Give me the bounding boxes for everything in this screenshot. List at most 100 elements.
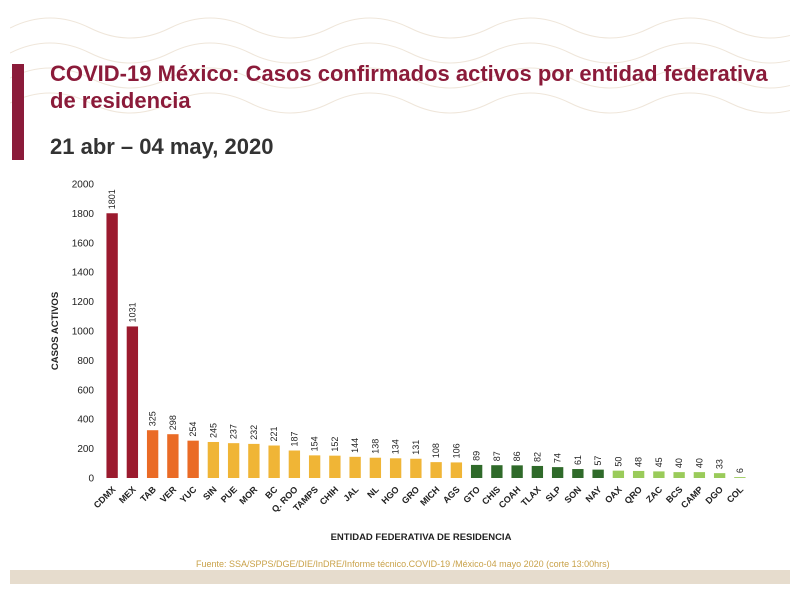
bar	[207, 441, 220, 478]
x-tick-label: ZAC	[644, 484, 665, 505]
bar	[693, 472, 706, 478]
bar	[167, 434, 179, 478]
bar	[349, 456, 361, 478]
data-label: 131	[411, 440, 421, 455]
data-label: 45	[654, 457, 664, 467]
y-tick-label: 800	[77, 356, 94, 367]
title-accent-bar	[12, 64, 24, 160]
data-label: 108	[431, 443, 441, 458]
x-tick-label: DGO	[703, 484, 725, 506]
x-tick-label: MICH	[418, 484, 441, 507]
bar	[632, 470, 645, 478]
y-tick-label: 600	[77, 385, 94, 396]
bar	[551, 467, 564, 478]
data-label: 106	[451, 443, 461, 458]
y-tick-label: 400	[77, 415, 94, 426]
x-tick-label: JAL	[341, 484, 360, 503]
x-tick-label: GTO	[461, 484, 482, 505]
x-tick-label: TAB	[138, 484, 158, 504]
y-tick-label: 1800	[72, 209, 95, 220]
bar	[227, 443, 240, 478]
data-label: 61	[573, 455, 583, 465]
bar	[592, 469, 604, 478]
data-label: 86	[512, 451, 522, 461]
bar	[673, 472, 685, 478]
bar	[126, 326, 139, 478]
data-label: 40	[674, 458, 684, 468]
x-tick-label: HGO	[379, 484, 401, 506]
x-tick-label: TLAX	[519, 484, 543, 508]
footer-band	[10, 570, 790, 584]
x-axis-title: ENTIDAD FEDERATIVA DE RESIDENCIA	[331, 532, 512, 543]
data-label: 57	[593, 456, 603, 466]
x-tick-label: BC	[263, 484, 280, 501]
x-tick-label: OAX	[603, 484, 624, 505]
bar	[389, 458, 402, 478]
slide: COVID-19 México: Casos confirmados activ…	[10, 8, 790, 584]
data-label: 134	[391, 439, 401, 454]
x-tick-label: VER	[158, 484, 179, 505]
bar	[734, 477, 746, 478]
y-tick-label: 1200	[72, 297, 95, 308]
x-tick-label: CDMX	[92, 484, 118, 510]
x-tick-label: QRO	[622, 484, 644, 506]
y-tick-label: 1400	[72, 268, 95, 279]
x-tick-label: NAY	[584, 484, 604, 504]
x-tick-label: CAMP	[679, 484, 705, 510]
page-title: COVID-19 México: Casos confirmados activ…	[50, 61, 768, 113]
data-label: 232	[249, 425, 259, 440]
bar	[612, 470, 625, 478]
x-tick-label: GRO	[400, 484, 422, 506]
data-label: 6	[735, 468, 745, 473]
data-label: 245	[208, 423, 218, 438]
data-label: 138	[370, 439, 380, 454]
date-range: 21 abr – 04 may, 2020	[50, 134, 274, 159]
bar	[653, 471, 665, 478]
x-tick-label: SON	[562, 484, 583, 505]
source-note: Fuente: SSA/SPPS/DGE/DIE/InDRE/Informe t…	[196, 559, 610, 569]
data-label: 152	[330, 437, 340, 452]
data-label: 154	[310, 436, 320, 451]
bar	[713, 473, 726, 478]
y-tick-label: 0	[88, 474, 94, 485]
data-label: 87	[492, 451, 502, 461]
x-tick-label: MEX	[117, 484, 138, 505]
bar	[288, 450, 301, 478]
bar	[187, 440, 199, 478]
x-tick-label: COL	[725, 484, 746, 505]
data-label: 40	[694, 458, 704, 468]
data-label: 254	[188, 422, 198, 437]
x-tick-label: CHIH	[318, 484, 341, 507]
x-tick-label: SIN	[201, 484, 219, 502]
data-label: 74	[553, 453, 563, 463]
bar	[470, 464, 483, 478]
bar	[511, 465, 523, 478]
data-label: 48	[634, 457, 644, 467]
data-label: 221	[269, 426, 279, 441]
bar-chart: 0 200 400 600 800 1000 1200 1400 1600 1800 2000 CAS…	[50, 180, 746, 544]
data-label: 50	[613, 457, 623, 467]
data-label: 33	[715, 459, 725, 469]
bar	[450, 462, 463, 478]
bar	[329, 455, 341, 478]
y-axis-title: CASOS ACTIVOS	[50, 292, 61, 370]
bar	[531, 465, 544, 478]
x-tick-label: AGS	[441, 484, 462, 505]
bar	[491, 465, 503, 478]
bar	[410, 458, 422, 478]
data-label: 89	[472, 451, 482, 461]
bar	[268, 445, 280, 478]
bar	[106, 213, 118, 478]
bar	[308, 455, 321, 478]
x-tick-label: YUC	[178, 484, 199, 505]
data-label: 298	[168, 415, 178, 430]
x-tick-label: SLP	[544, 484, 563, 503]
data-label: 325	[148, 411, 158, 426]
x-tick-label: MOR	[237, 484, 259, 506]
data-label: 144	[350, 438, 360, 453]
data-label: 1031	[127, 302, 137, 322]
bar	[430, 462, 442, 478]
x-tick-label: COAH	[497, 484, 523, 510]
bar	[146, 430, 159, 478]
y-tick-label: 1600	[72, 238, 95, 249]
